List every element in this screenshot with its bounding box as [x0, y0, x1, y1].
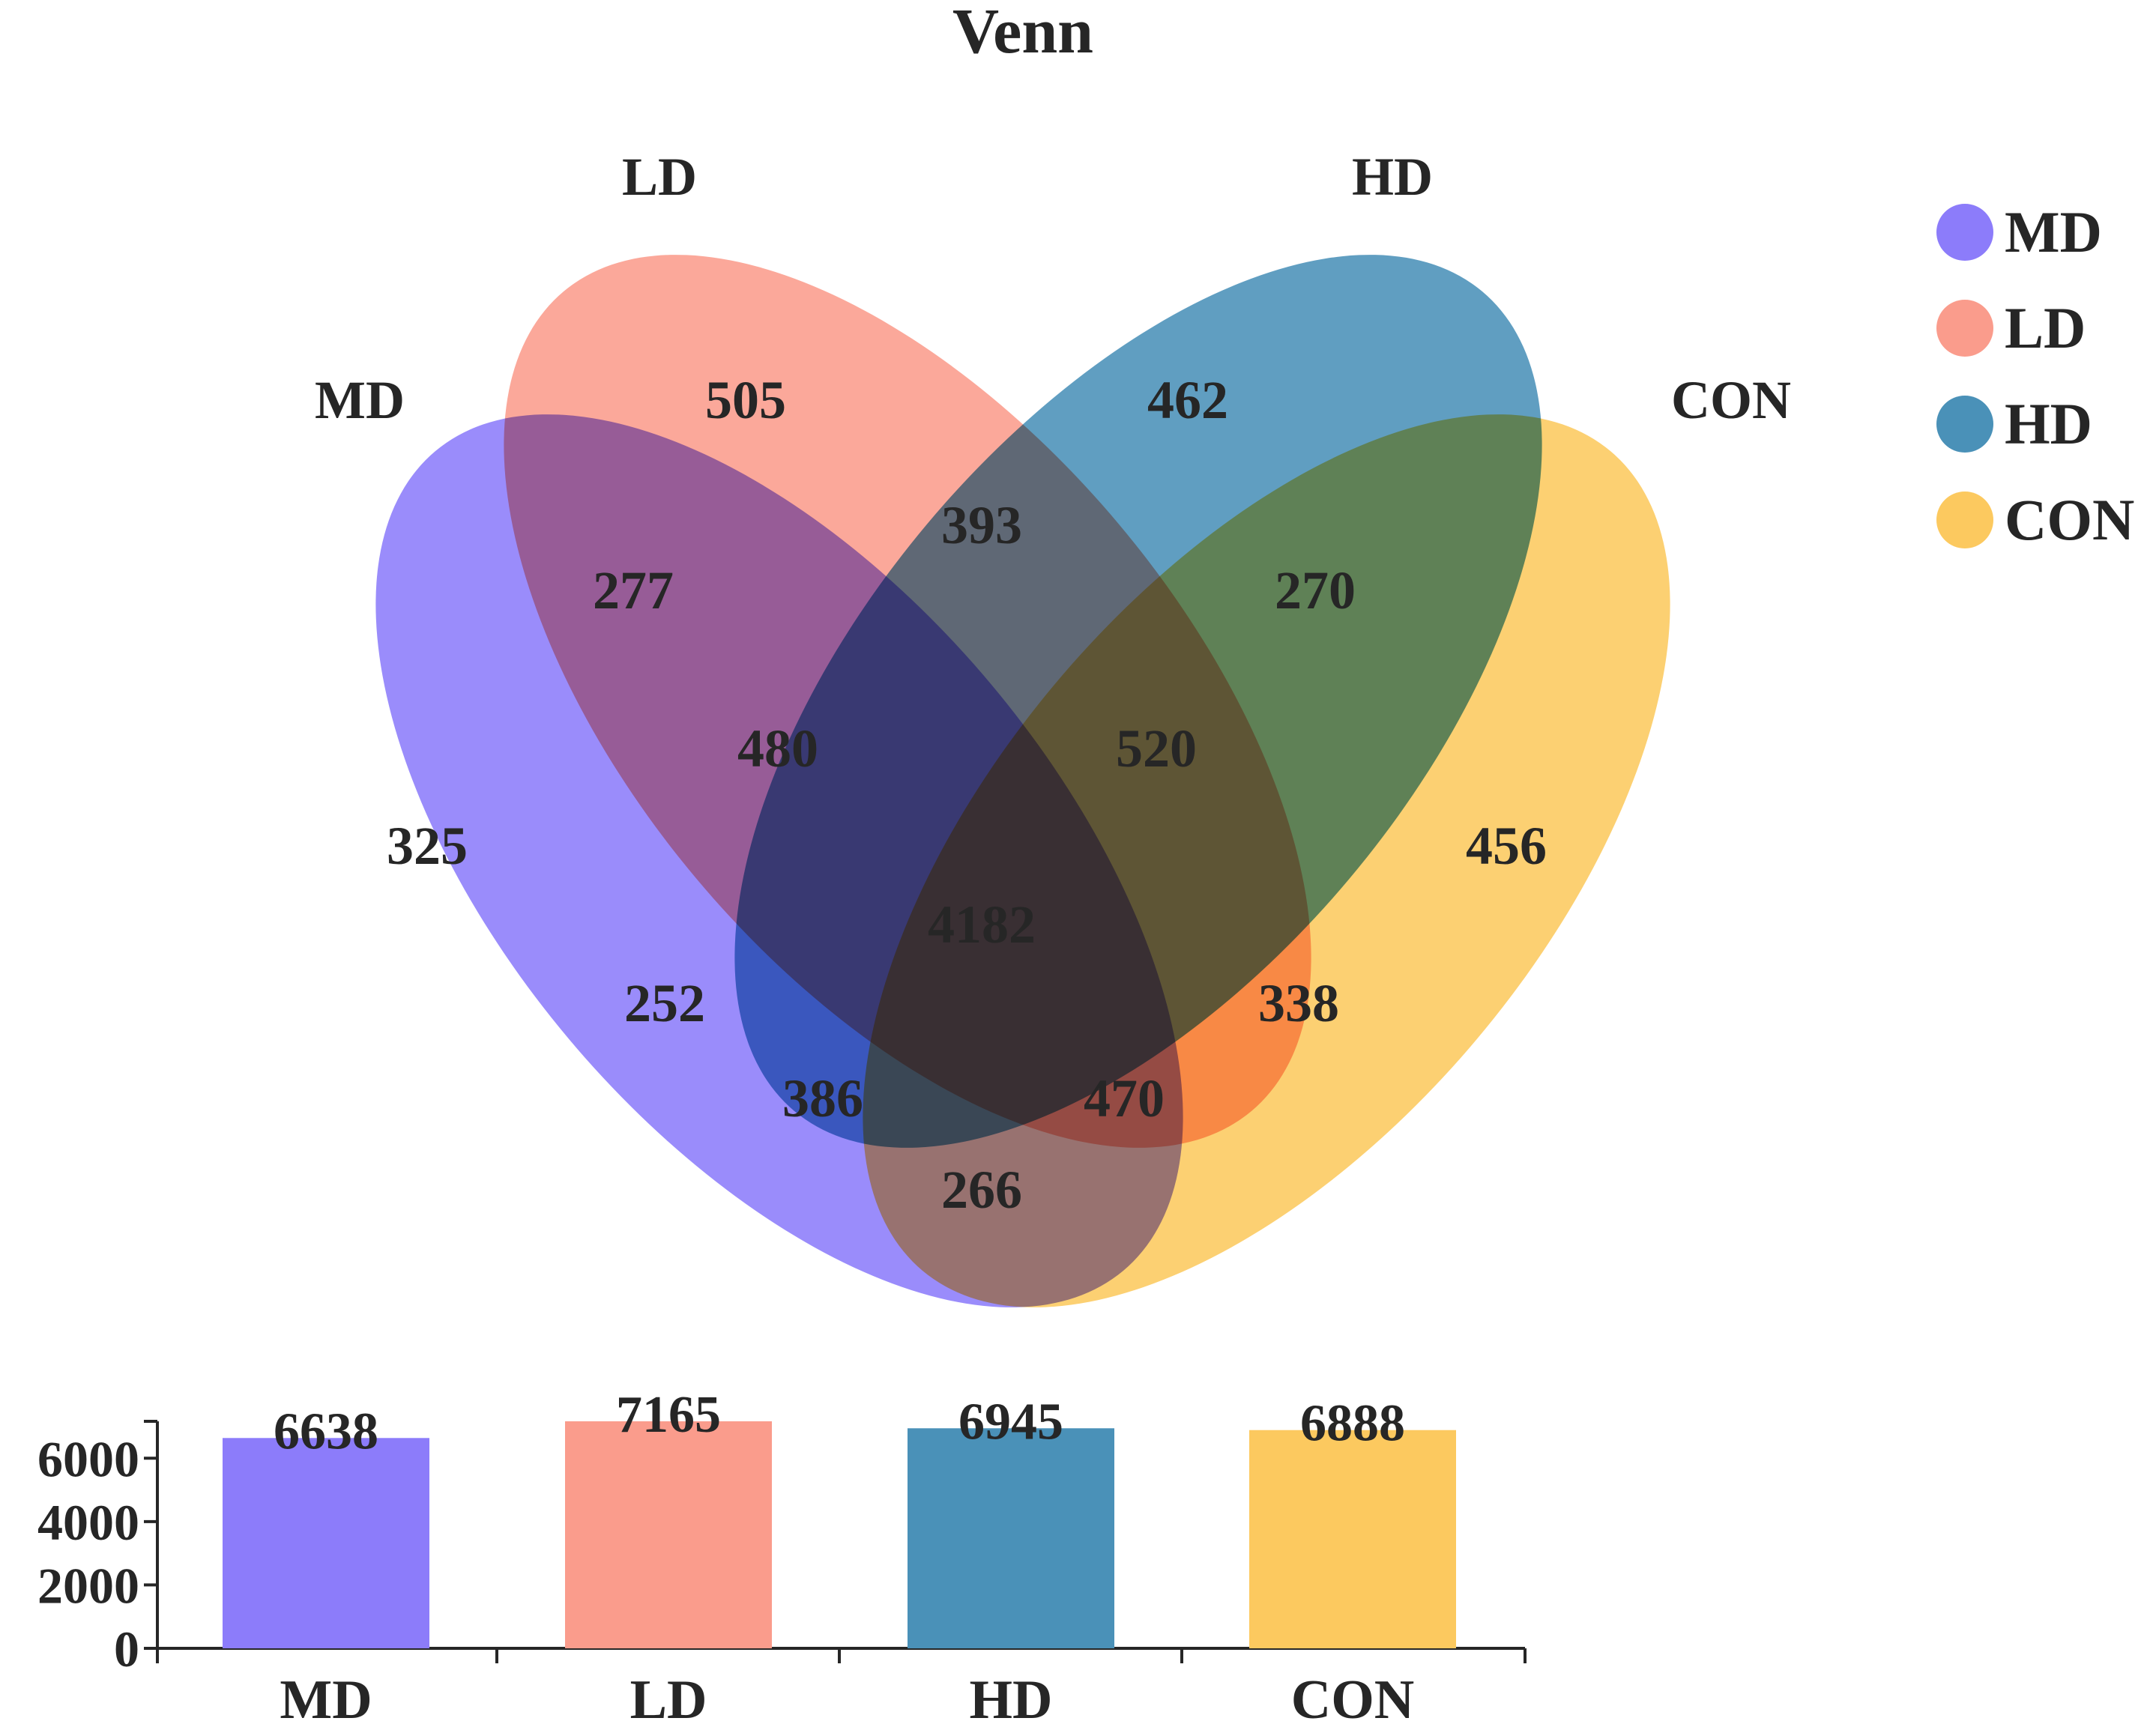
bar-y-tick-label-0: 0: [114, 1621, 139, 1678]
bar-ld: [565, 1421, 772, 1648]
venn-set-label-con: CON: [1671, 370, 1791, 430]
bar-value-label-md: 6638: [274, 1403, 378, 1460]
venn-region-value-ld-hd: 393: [941, 495, 1022, 555]
venn-set-label-hd: HD: [1352, 147, 1433, 207]
venn-set-con-ellipse: [863, 414, 1670, 1307]
venn-set-label-ld: LD: [622, 147, 697, 207]
bar-y-tick-label-6000: 6000: [37, 1430, 139, 1487]
venn-set-label-md: MD: [315, 370, 405, 430]
venn-region-value-md-hd: 252: [624, 973, 705, 1033]
bar-chart: 0 2000 4000 6000 6638 MD 7165 LD 6945 HD 6888 CON: [37, 1386, 1527, 1724]
bar-hd: [908, 1428, 1114, 1648]
bar-value-label-con: 6888: [1300, 1395, 1405, 1453]
legend-swatch-ld: [1936, 300, 1993, 357]
bar-md: [223, 1438, 429, 1648]
bar-value-label-hd: 6945: [958, 1393, 1063, 1451]
venn-region-value-ld: 505: [705, 370, 786, 430]
chart-title: Venn: [952, 0, 1093, 67]
venn-region-value-ld-hd-con: 520: [1116, 719, 1197, 778]
venn-diagram: MD LD HD CON 325 505 462 456 277 393 270 266 252 338 4…: [315, 147, 1791, 1307]
venn-region-value-md-con: 266: [941, 1160, 1022, 1220]
venn-region-value-md: 325: [387, 816, 468, 876]
bar-y-tick-label-2000: 2000: [37, 1557, 139, 1614]
legend: MD LD HD CON: [1936, 199, 2134, 552]
venn-region-value-md-hd-con: 386: [782, 1068, 863, 1128]
legend-swatch-hd: [1936, 396, 1993, 453]
venn-region-value-hd: 462: [1147, 370, 1228, 430]
legend-label-con: CON: [2005, 487, 2134, 552]
bar-con: [1249, 1430, 1456, 1648]
legend-label-md: MD: [2005, 199, 2102, 264]
bar-y-tick-label-4000: 4000: [37, 1494, 139, 1551]
venn-region-value-ld-con: 338: [1258, 973, 1339, 1033]
legend-label-ld: LD: [2005, 295, 2086, 360]
bar-category-label-hd: HD: [970, 1669, 1053, 1724]
legend-swatch-md: [1936, 204, 1993, 261]
legend-label-hd: HD: [2005, 391, 2092, 456]
legend-swatch-con: [1936, 492, 1993, 548]
venn-region-value-md-ld: 277: [593, 560, 674, 620]
venn-region-value-hd-con: 270: [1275, 560, 1356, 620]
bar-value-label-ld: 7165: [616, 1386, 721, 1444]
bar-category-label-con: CON: [1291, 1669, 1414, 1724]
venn-region-value-md-ld-con: 470: [1084, 1068, 1165, 1128]
venn-region-value-md-ld-hd: 480: [737, 719, 818, 778]
bar-category-label-md: MD: [280, 1669, 372, 1724]
bar-category-label-ld: LD: [630, 1669, 707, 1724]
venn-region-value-md-ld-hd-con: 4182: [928, 895, 1036, 955]
venn-region-value-con: 456: [1466, 816, 1547, 876]
